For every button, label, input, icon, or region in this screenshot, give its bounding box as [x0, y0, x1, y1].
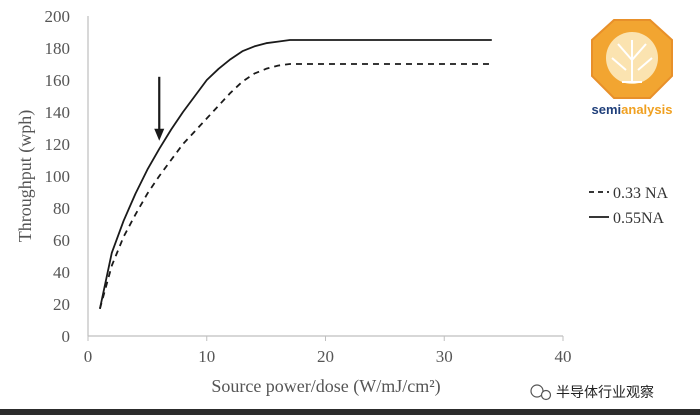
semianalysis-logo: semianalysis — [591, 19, 673, 117]
tick-labels: 0 10 20 30 40 0 20 40 60 80 100 120 140 160 180 200 — [45, 7, 572, 366]
bottom-border — [0, 409, 700, 415]
legend-label-0.33na: 0.33 NA — [613, 185, 669, 202]
y-tick-label: 160 — [45, 71, 71, 90]
x-tick-label: 20 — [317, 347, 334, 366]
watermark: 半导体行业观察 — [530, 384, 654, 401]
y-tick-label: 100 — [45, 167, 71, 186]
legend-label-0.55na: 0.55NA — [613, 210, 665, 227]
y-tick-label: 200 — [45, 7, 71, 26]
tree-icon — [611, 40, 653, 83]
y-tick-label: 20 — [53, 295, 70, 314]
y-tick-label: 120 — [45, 135, 71, 154]
x-tick-label: 10 — [198, 347, 215, 366]
y-tick-label: 180 — [45, 39, 71, 58]
watermark-text: 半导体行业观察 — [556, 384, 654, 401]
legend: 0.33 NA 0.55NA — [589, 185, 669, 227]
arrow-head — [154, 128, 165, 141]
y-axis-title: Throughput (wph) — [15, 110, 36, 242]
logo-wordmark: semianalysis — [592, 102, 673, 117]
x-axis-title: Source power/dose (W/mJ/cm²) — [211, 376, 440, 397]
y-tick-label: 140 — [45, 103, 71, 122]
series-line-0.33-na — [99, 63, 492, 310]
y-tick-label: 40 — [53, 263, 70, 282]
y-tick-label: 60 — [53, 231, 70, 250]
annotation-layer — [154, 76, 165, 141]
series-line-0.55na — [99, 39, 492, 309]
x-tick-label: 30 — [436, 347, 453, 366]
series-layer — [99, 39, 492, 310]
wechat-icon-bubble-small — [540, 389, 552, 401]
y-tick-label: 0 — [62, 327, 71, 346]
y-tick-label: 80 — [53, 199, 70, 218]
x-tick-label: 40 — [555, 347, 572, 366]
x-tick-label: 0 — [84, 347, 93, 366]
